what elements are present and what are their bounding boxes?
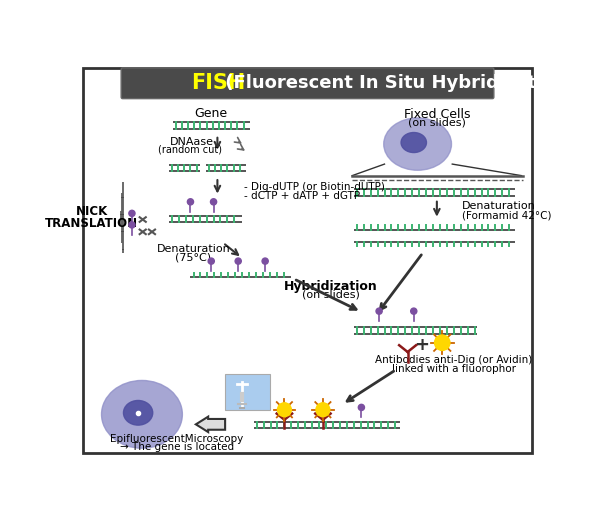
Text: (on slides): (on slides) (302, 290, 359, 300)
Circle shape (320, 405, 326, 411)
FancyArrow shape (196, 417, 225, 432)
FancyBboxPatch shape (225, 374, 270, 411)
Text: (random cut): (random cut) (158, 144, 223, 155)
Circle shape (376, 308, 382, 314)
Text: Gene: Gene (194, 107, 228, 120)
Circle shape (410, 308, 417, 314)
Text: linked with a fluorophor: linked with a fluorophor (392, 364, 516, 374)
Text: Hybridization: Hybridization (284, 280, 377, 293)
Ellipse shape (401, 133, 427, 153)
Text: Denaturation: Denaturation (157, 244, 230, 254)
Text: FISH: FISH (191, 73, 245, 93)
Circle shape (211, 199, 217, 205)
Text: Fixed Cells: Fixed Cells (404, 107, 470, 121)
Circle shape (316, 403, 330, 417)
Text: +: + (414, 336, 429, 354)
Circle shape (235, 258, 241, 264)
FancyBboxPatch shape (121, 68, 494, 99)
Circle shape (277, 403, 292, 417)
Circle shape (358, 405, 364, 411)
Circle shape (187, 199, 194, 205)
Text: Antibodies anti-Dig (or Avidin): Antibodies anti-Dig (or Avidin) (375, 356, 532, 365)
Circle shape (434, 335, 450, 351)
Text: DNAase: DNAase (170, 137, 214, 147)
Text: TRANSLATION: TRANSLATION (46, 217, 139, 230)
Text: (75°C): (75°C) (175, 252, 212, 262)
Text: (Formamid 42°C): (Formamid 42°C) (461, 211, 551, 221)
Text: (Fluorescent In Situ Hybridization): (Fluorescent In Situ Hybridization) (219, 74, 575, 92)
Circle shape (262, 258, 268, 264)
Circle shape (129, 210, 135, 216)
Circle shape (208, 258, 214, 264)
Ellipse shape (101, 380, 182, 448)
Text: Denaturation: Denaturation (461, 201, 535, 211)
Text: NICK: NICK (76, 205, 108, 218)
Ellipse shape (124, 400, 153, 425)
Text: (on slides): (on slides) (408, 118, 466, 127)
Text: EpifluorescentMicroscopy: EpifluorescentMicroscopy (110, 434, 243, 444)
Ellipse shape (384, 118, 451, 170)
Text: → The gene is located: → The gene is located (119, 443, 233, 452)
FancyBboxPatch shape (83, 68, 532, 453)
Text: - dCTP + dATP + dGTP: - dCTP + dATP + dGTP (244, 191, 361, 200)
Circle shape (281, 405, 287, 411)
Text: - Dig-dUTP (or Biotin-dUTP): - Dig-dUTP (or Biotin-dUTP) (244, 182, 385, 192)
Circle shape (129, 222, 135, 228)
